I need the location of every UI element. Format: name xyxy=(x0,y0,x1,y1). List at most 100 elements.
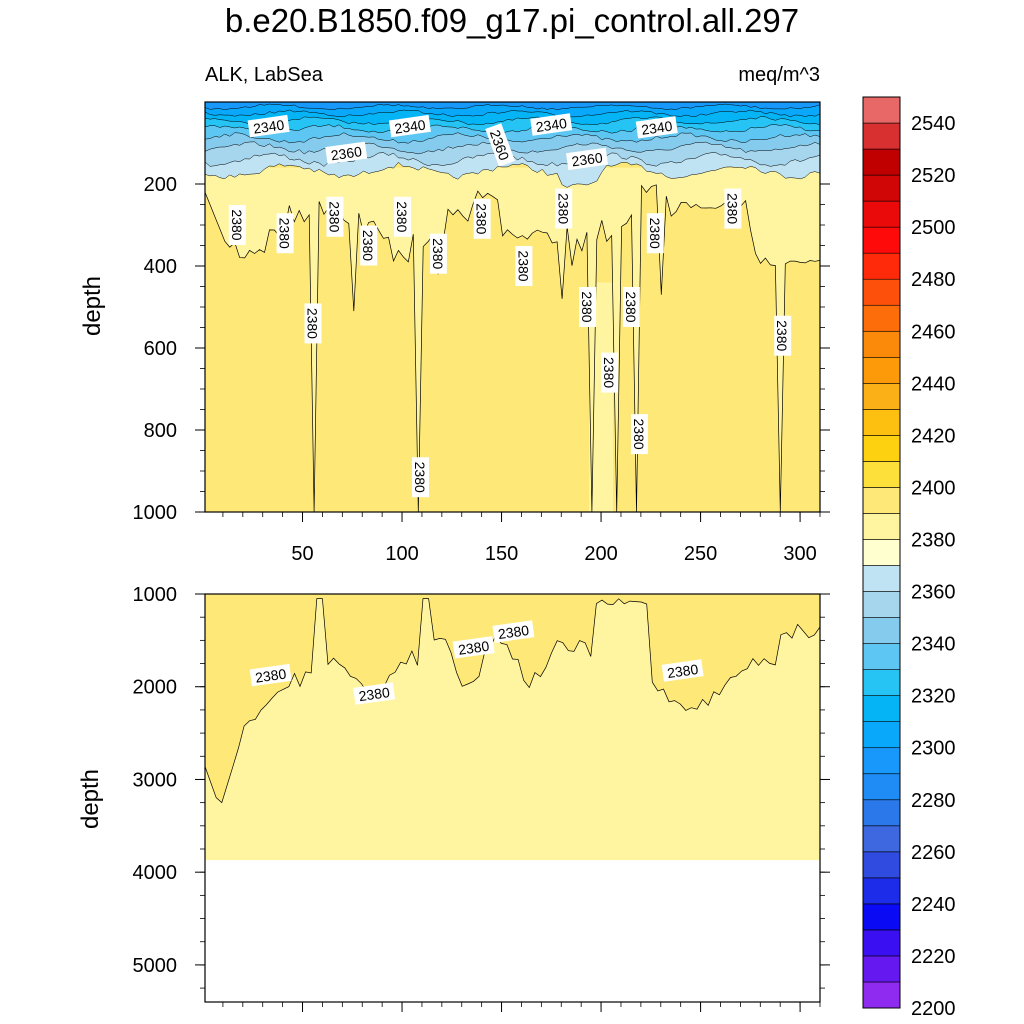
upper-contour-label-bg xyxy=(276,213,294,254)
upper-xtick-label: 200 xyxy=(584,543,617,565)
upper-xtick-label: 150 xyxy=(485,543,518,565)
lower-fill-2390 xyxy=(205,594,820,803)
colorbar-label: 2260 xyxy=(911,842,956,864)
colorbar-swatch xyxy=(862,461,901,488)
colorbar-swatch xyxy=(862,356,901,384)
colorbar-swatch xyxy=(862,330,901,358)
colorbar-label: 2200 xyxy=(911,998,956,1020)
colorbar-swatch xyxy=(862,721,901,749)
colorbar-label: 2220 xyxy=(911,946,956,968)
colorbar-swatch xyxy=(862,799,901,827)
upper-xtick-label: 50 xyxy=(291,543,313,565)
colorbar-label: 2340 xyxy=(911,634,956,656)
colorbar-swatch xyxy=(862,981,901,1009)
upper-contour-label: 2380 xyxy=(360,230,376,261)
colorbar-swatch xyxy=(862,851,901,879)
lower-contour-label: 2380 xyxy=(497,622,530,642)
upper-contour-label-bg xyxy=(774,315,792,356)
upper-contour-label-bg xyxy=(388,114,431,138)
colorbar-swatch xyxy=(862,96,901,124)
colorbar-swatch xyxy=(862,148,901,176)
lower-ytick-label: 4000 xyxy=(133,862,178,884)
upper-contour-label-group: 2340 xyxy=(530,113,573,136)
colorbar-swatch xyxy=(862,487,901,514)
lower-ytick-label: 5000 xyxy=(133,955,178,977)
upper-contour-label: 2380 xyxy=(474,203,490,234)
upper-contour-label-group: 2360 xyxy=(566,147,609,171)
upper-contour-label-bg xyxy=(394,196,411,237)
colorbar-swatch xyxy=(862,591,901,618)
upper-contour-label-bg xyxy=(325,141,368,165)
colorbar-swatch xyxy=(862,435,901,462)
lower-contour-label-group: 2380 xyxy=(452,636,495,659)
colorbar-swatch xyxy=(862,929,901,957)
upper-contour-label-group: 2340 xyxy=(247,114,290,138)
colorbar-swatch xyxy=(862,200,901,228)
colorbar-label: 2280 xyxy=(911,790,956,812)
colorbar-swatch xyxy=(862,383,901,410)
upper-contour-label-group: 2380 xyxy=(228,205,246,245)
upper-band-2295 xyxy=(204,101,821,111)
upper-contour-label: 2360 xyxy=(330,143,363,163)
upper-contour-label: 2380 xyxy=(326,201,342,232)
colorbar-label: 2520 xyxy=(911,165,956,187)
colorbar-label: 2440 xyxy=(911,373,956,395)
upper-contour-label-bg xyxy=(530,113,573,136)
colorbar-frame xyxy=(862,96,901,1009)
upper-contour-label-bg xyxy=(412,457,429,498)
colorbar-label: 2380 xyxy=(911,529,956,551)
colorbar-swatch xyxy=(862,278,901,306)
upper-contour-label: 2380 xyxy=(277,218,293,249)
colorbar-label: 2400 xyxy=(911,477,956,499)
lower-contour-label: 2380 xyxy=(457,638,490,658)
lower-contour-label-group: 2380 xyxy=(492,620,535,643)
upper-contour-label-bg xyxy=(724,188,742,229)
colorbar-swatch xyxy=(862,513,901,540)
upper-ytick-label: 400 xyxy=(144,256,177,278)
upper-contour-label: 2380 xyxy=(647,218,663,249)
colorbar-swatch xyxy=(862,669,901,696)
colorbar-swatch xyxy=(862,226,901,254)
lower-contour-label-group: 2380 xyxy=(249,663,292,687)
colorbar-swatch xyxy=(862,122,901,150)
upper-contour-label-group: 2380 xyxy=(412,457,429,498)
colorbar-swatch xyxy=(862,695,901,722)
upper-contour-label: 2380 xyxy=(305,308,321,339)
colorbar-label: 2420 xyxy=(911,425,956,447)
upper-contour-label-group: 2380 xyxy=(622,287,640,327)
upper-contour-label-group: 2340 xyxy=(635,116,678,139)
upper-contour-label: 2380 xyxy=(555,193,571,224)
upper-contour-label-group: 2380 xyxy=(473,198,491,239)
upper-contour-label-group: 2380 xyxy=(360,225,378,266)
lower-contour-label-bg xyxy=(661,659,704,682)
upper-contour-label-group: 2380 xyxy=(276,213,294,254)
upper-contour-label-bg xyxy=(646,213,664,254)
upper-contour-label: 2360 xyxy=(571,149,604,169)
upper-contour-label-bg xyxy=(247,114,290,138)
upper-contour-label-group: 2380 xyxy=(579,287,597,327)
colorbar-label: 2240 xyxy=(911,894,956,916)
lower-contour-label: 2380 xyxy=(358,684,391,704)
upper-contour-label-group: 2380 xyxy=(304,303,322,344)
upper-contour-label: 2380 xyxy=(430,238,446,269)
colorbar-label: 2500 xyxy=(911,217,956,239)
upper-contour-label-group: 2340 xyxy=(388,114,431,138)
colorbar-swatch xyxy=(862,174,901,202)
upper-contour-label-group: 2380 xyxy=(515,246,533,286)
upper-contour-label: 2380 xyxy=(774,320,790,351)
lower-contour-label-bg xyxy=(353,682,396,705)
colorbar-swatch xyxy=(862,773,901,801)
upper-contour-label-bg xyxy=(601,352,618,393)
colorbar: 2200 2220 2240 2260 2280 2300 2320 2340 2360 2380… xyxy=(862,96,956,1020)
colorbar-label: 2460 xyxy=(911,321,956,343)
upper-xtick-label: 300 xyxy=(783,543,816,565)
colorbar-swatch xyxy=(862,903,901,931)
colorbar-label: 2300 xyxy=(911,738,956,760)
colorbar-label: 2480 xyxy=(911,269,956,291)
subtitle-variable: ALK, LabSea xyxy=(205,64,323,86)
upper-contour-label: 2380 xyxy=(394,201,410,232)
upper-contour-label-bg xyxy=(326,196,344,237)
lower-contour-label-bg xyxy=(249,663,292,687)
lower-contour-label-bg xyxy=(452,636,495,659)
upper-contour-label: 2380 xyxy=(412,462,428,493)
